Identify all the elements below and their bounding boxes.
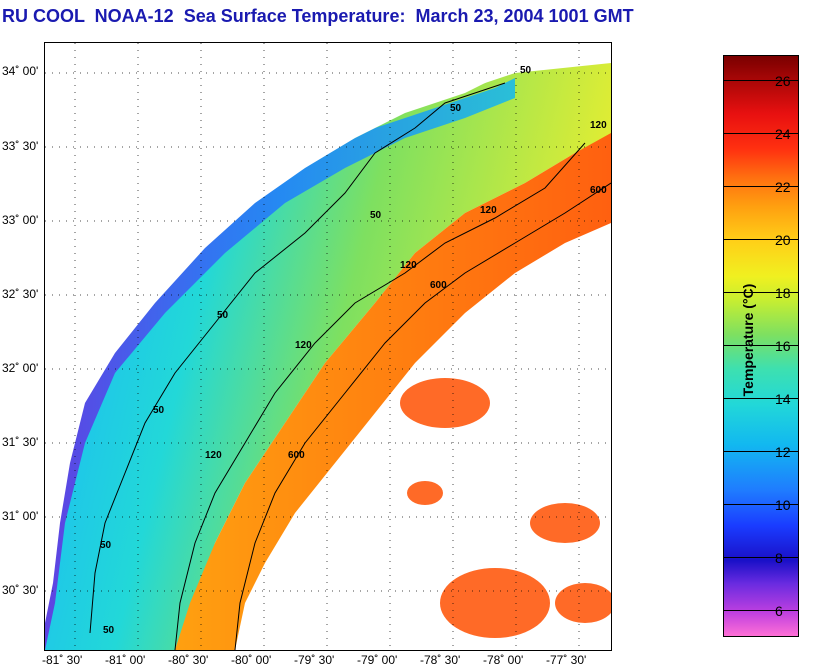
lat-label: 32˚ 00' [2,361,39,375]
isobath-label: 50 [217,310,229,321]
isobath-label: 600 [430,280,447,291]
warm-patches [400,378,611,638]
coastline-land [45,43,515,623]
isobath-50 [89,82,506,634]
lon-label: -81˚ 00' [105,653,146,667]
isobath-label: 120 [480,205,497,216]
colorbar-tick [723,610,799,611]
colorbar-tick [723,345,799,346]
colorbar-tick-label: 12 [775,444,791,460]
colorbar-tick-label: 16 [775,338,791,354]
isobath-label: 50 [100,540,112,551]
colorbar-tick [723,292,799,293]
colorbar-tick [723,504,799,505]
lat-label: 34˚ 00' [2,64,39,78]
colorbar-tick-label: 26 [775,73,791,89]
colorbar-tick-label: 8 [775,550,783,566]
lon-label: -77˚ 30' [546,653,587,667]
isobath-600 [234,182,611,650]
isobath-label: 50 [103,625,115,636]
chart-title: RU COOL NOAA-12 Sea Surface Temperature:… [2,6,634,26]
isobath-label: 120 [400,260,417,271]
colorbar-tick [723,451,799,452]
colorbar-tick [723,80,799,81]
colorbar-tick [723,239,799,240]
lat-label: 30˚ 30' [2,583,39,597]
colorbar-tick-label: 6 [775,603,783,619]
isobath-label: 50 [450,103,462,114]
isobath-label: 120 [205,450,222,461]
lon-label: -80˚ 00' [231,653,272,667]
gulf-stream [175,133,611,650]
isobath-120 [174,142,586,650]
lon-label: -78˚ 30' [420,653,461,667]
lon-label: -78˚ 00' [483,653,524,667]
colorbar-tick-label: 10 [775,497,791,513]
sst-map-canvas: 50 50 50 50 50 50 50 120 120 120 120 120… [45,43,611,650]
lat-label: 33˚ 00' [2,213,39,227]
lat-label: 31˚ 00' [2,509,39,523]
colorbar [723,55,799,637]
lon-label: -80˚ 30' [168,653,209,667]
isobath-label: 50 [370,210,382,221]
lat-label: 33˚ 30' [2,139,39,153]
colorbar-tick-label: 20 [775,232,791,248]
colorbar-title: Temperature (°C) [740,283,756,397]
colorbar-tick-label: 24 [775,126,791,142]
isobath-label: 600 [288,450,305,461]
isobath-label: 50 [153,405,165,416]
colorbar-tick [723,133,799,134]
lat-label: 31˚ 30' [2,435,39,449]
isobath-label: 120 [295,340,312,351]
lon-label: -81˚ 30' [42,653,83,667]
lon-label: -79˚ 30' [294,653,335,667]
shelf-water [45,63,611,650]
colorbar-tick [723,186,799,187]
colorbar-tick [723,398,799,399]
lat-label: 32˚ 30' [2,287,39,301]
colorbar-tick [723,557,799,558]
colorbar-tick-label: 22 [775,179,791,195]
isobath-label: 50 [520,65,532,76]
colorbar-tick-label: 18 [775,285,791,301]
colorbar-tick-label: 14 [775,391,791,407]
isobath-label: 120 [590,120,607,131]
lon-label: -79˚ 00' [357,653,398,667]
nearshore-water [45,78,515,650]
sst-map[interactable]: 50 50 50 50 50 50 50 120 120 120 120 120… [44,42,612,651]
isobath-label: 600 [590,185,607,196]
